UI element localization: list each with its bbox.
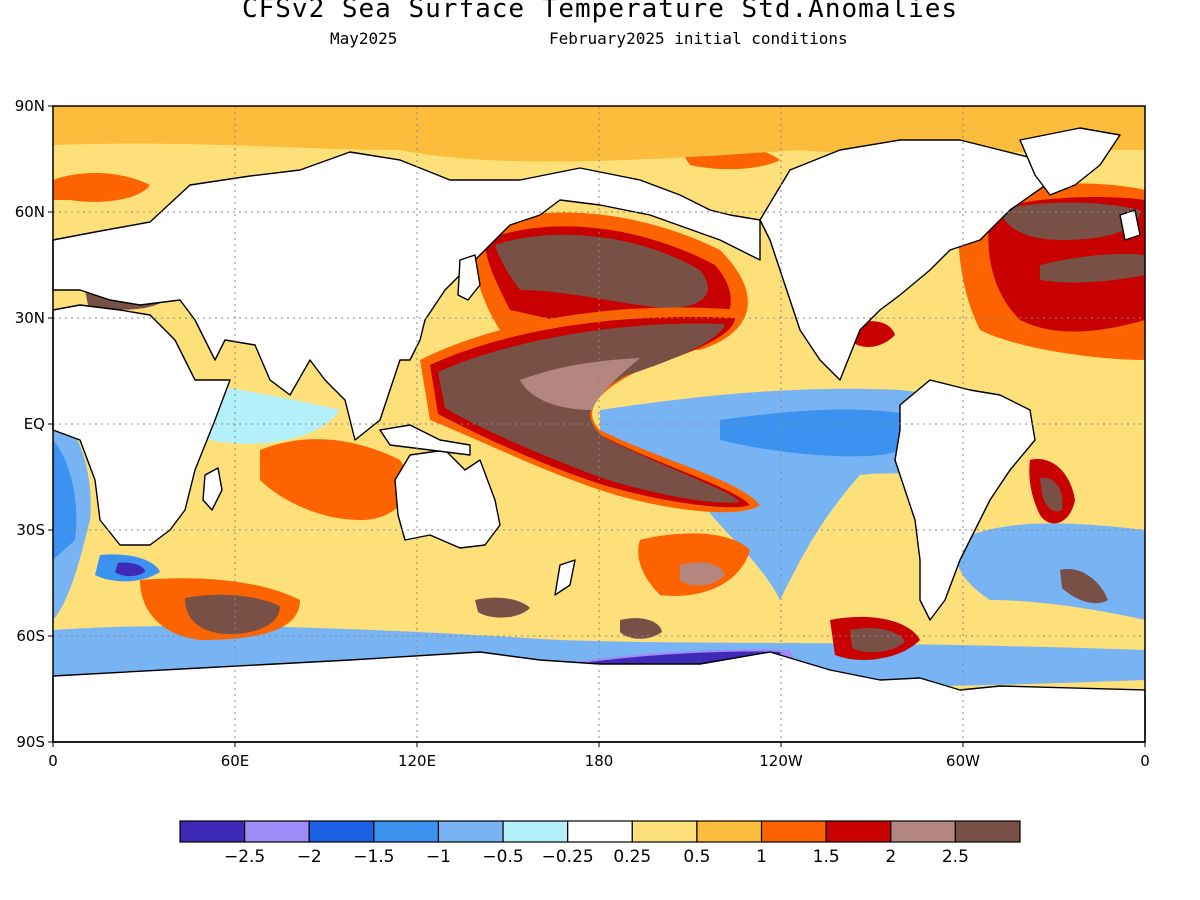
colorbar-swatch	[825, 820, 892, 843]
land-masses	[52, 127, 1146, 743]
anomaly-cold-south-africa-core	[115, 562, 145, 577]
anomaly-warm-drake-core	[850, 628, 905, 653]
lon-tick-label: 180	[585, 752, 614, 770]
colorbar-swatch	[179, 820, 246, 843]
colorbar-label: 2	[885, 847, 896, 867]
grid-lines	[53, 106, 1145, 742]
anomaly-warm-benguela-core	[1040, 477, 1063, 512]
colorbar-label: 2.5	[942, 847, 969, 867]
colorbar-swatch	[696, 820, 763, 843]
colorbar-swatch	[954, 820, 1021, 843]
colorbar-swatch	[308, 820, 375, 843]
land-indonesia	[379, 424, 471, 456]
lat-tick-label: 90S	[16, 733, 45, 751]
colorbar-swatch	[373, 820, 440, 843]
valid-month-label: May2025	[330, 29, 398, 48]
colorbar-label: 1	[756, 847, 767, 867]
land-south-america	[894, 379, 1036, 621]
colorbar-label: −0.25	[542, 847, 594, 867]
lon-tick-label: 120E	[398, 752, 436, 770]
colorbar-label: 1.5	[813, 847, 840, 867]
lat-tick-label: 30S	[16, 521, 45, 539]
colorbar-swatch	[631, 820, 698, 843]
land-uk	[1119, 209, 1141, 241]
init-conditions-label: February2025 initial conditions	[549, 29, 848, 48]
lat-tick-label: 90N	[15, 97, 45, 115]
anomaly-warm-indian-ocean	[260, 439, 408, 520]
colorbar-label: −2.5	[224, 847, 265, 867]
anomaly-warm-north-pacific-core	[495, 234, 708, 309]
colorbar-label: 0.25	[613, 847, 651, 867]
land-greenland	[1019, 127, 1121, 196]
colorbar-label: −1.5	[353, 847, 394, 867]
land-eurasia	[52, 151, 761, 441]
lon-tick-label: 0	[48, 752, 58, 770]
chart-title: CFSv2 Sea Surface Temperature Std.Anomal…	[241, 0, 959, 24]
land-madagascar	[202, 467, 223, 511]
colorbar-label: −1	[426, 847, 451, 867]
anomaly-warm-tropical-pacific-core	[438, 323, 740, 503]
lat-tick-label: 60S	[16, 627, 45, 645]
anomaly-warm-south-indian-core	[185, 594, 280, 635]
colorbar: −2.5 −2 −1.5 −1 −0.5 −0.25 0.25 0.5 1 1.5 2 2.5	[179, 820, 1021, 867]
lat-tick-label: 30N	[15, 309, 45, 327]
anomaly-cold-east-pacific-core	[720, 409, 920, 457]
anomaly-warm-north-atlantic-core2	[1040, 253, 1145, 283]
anomaly-warm-south-atlantic-east	[1060, 569, 1108, 604]
latitude-ticks: 90N 60N 30N EQ 30S 60S 90S	[15, 97, 53, 751]
anomaly-warm-barents	[53, 173, 150, 202]
lon-tick-label: 0	[1140, 752, 1150, 770]
colorbar-swatch	[437, 820, 504, 843]
colorbar-swatch	[502, 820, 569, 843]
lat-tick-label: 60N	[15, 203, 45, 221]
lat-tick-label: EQ	[24, 415, 45, 433]
anomaly-warm-tropical-pacific-mauve	[520, 358, 640, 410]
longitude-ticks: 0 60E 120E 180 120W 60W 0	[48, 742, 1150, 770]
anomaly-warm-south-pacific-2	[620, 618, 662, 639]
colorbar-swatch	[567, 820, 633, 843]
colorbar-label: −2	[297, 847, 322, 867]
anomaly-cold-west-indian-core	[53, 440, 77, 560]
land-japan	[457, 254, 481, 301]
anomaly-warm-south-pacific-core	[680, 562, 725, 586]
colorbar-swatch	[244, 820, 310, 843]
colorbar-label: 0.5	[683, 847, 710, 867]
land-africa	[52, 304, 231, 546]
land-north-america	[759, 139, 1061, 381]
lon-tick-label: 60E	[221, 752, 250, 770]
lon-tick-label: 60W	[946, 752, 980, 770]
lon-tick-label: 120W	[759, 752, 803, 770]
colorbar-swatch	[760, 820, 827, 843]
colorbar-swatch	[890, 820, 956, 843]
land-new-zealand	[554, 559, 576, 596]
colorbar-label: −0.5	[482, 847, 523, 867]
anomaly-warm-tasman	[475, 597, 530, 618]
